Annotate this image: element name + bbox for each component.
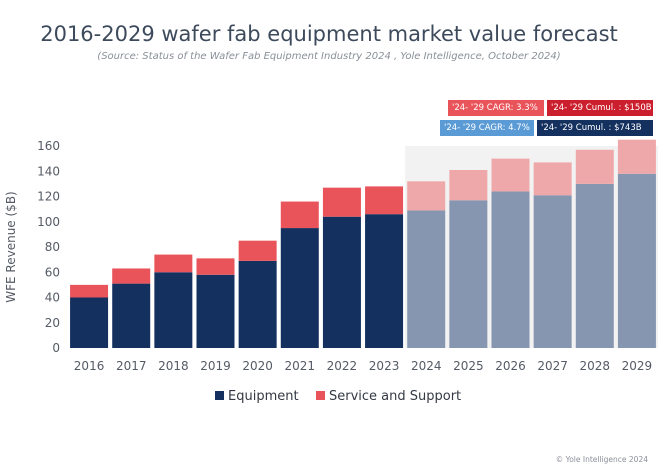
y-tick-label: 140 [37,164,60,178]
chart-subtitle: (Source: Status of the Wafer Fab Equipme… [97,51,561,62]
service-cagr-badge: '24- '29 CAGR: 3.3% [448,100,544,116]
x-tick-label: 2024 [411,359,442,373]
y-tick-label: 20 [45,316,60,330]
x-tick-label: 2019 [200,359,231,373]
bar-service-2028 [575,149,614,184]
x-tick-label: 2020 [242,359,273,373]
y-tick-label: 120 [37,190,60,204]
bar-service-2022 [322,187,361,217]
bar-service-2025 [449,169,488,201]
x-tick-label: 2023 [369,359,400,373]
x-tick-label: 2029 [622,359,653,373]
x-tick-label: 2016 [74,359,105,373]
y-tick-label: 160 [37,139,60,153]
x-tick-label: 2021 [285,359,316,373]
chart-title: 2016-2029 wafer fab equipment market val… [40,22,618,46]
bar-service-2016 [70,284,109,298]
x-tick-label: 2018 [158,359,189,373]
legend-swatch-service [316,391,325,400]
y-tick-label: 60 [45,265,60,279]
bar-equipment-2025 [449,200,488,348]
bar-equipment-2021 [280,228,319,348]
bar-equipment-2018 [154,272,193,348]
bar-service-2017 [112,268,151,284]
bar-service-2029 [617,139,656,174]
legend-label-equipment: Equipment [228,389,299,404]
bar-service-2020 [238,240,277,261]
bar-service-2019 [196,258,235,275]
y-tick-label: 100 [37,215,60,229]
x-tick-label: 2017 [116,359,147,373]
bar-equipment-2019 [196,274,235,348]
y-tick-label: 80 [45,240,60,254]
bar-equipment-2017 [112,283,151,348]
x-tick-label: 2022 [327,359,358,373]
bar-service-2027 [533,162,572,196]
forecast-background [405,146,658,348]
bar-service-2021 [280,201,319,229]
equipment-cagr-badge: '24- '29 CAGR: 4.7% [440,120,534,136]
x-tick-label: 2026 [495,359,526,373]
bar-equipment-2026 [491,191,530,348]
bar-equipment-2023 [365,214,404,348]
bar-equipment-2024 [407,210,446,348]
y-tick-label: 0 [52,341,60,355]
bar-service-2023 [365,186,404,215]
bar-equipment-2027 [533,195,572,348]
x-tick-label: 2027 [537,359,568,373]
y-tick-label: 40 [45,291,60,305]
y-axis-label: WFE Revenue ($B) [4,191,18,302]
bar-equipment-2016 [70,297,109,348]
bar-equipment-2028 [575,183,614,348]
legend-label-service: Service and Support [329,389,461,404]
bar-equipment-2029 [617,173,656,348]
x-tick-label: 2025 [453,359,484,373]
bar-service-2024 [407,181,446,211]
bar-equipment-2022 [322,216,361,348]
bar-service-2026 [491,158,530,192]
equipment-cumul-badge: '24- '29 Cumul. : $743B [537,120,653,136]
bar-equipment-2020 [238,260,277,348]
copyright-text: © Yole Intelligence 2024 [555,455,648,464]
legend-swatch-equipment [215,391,224,400]
bar-service-2018 [154,254,193,273]
x-tick-label: 2028 [580,359,611,373]
service-cumul-badge: '24- '29 Cumul. : $150B [547,100,653,116]
